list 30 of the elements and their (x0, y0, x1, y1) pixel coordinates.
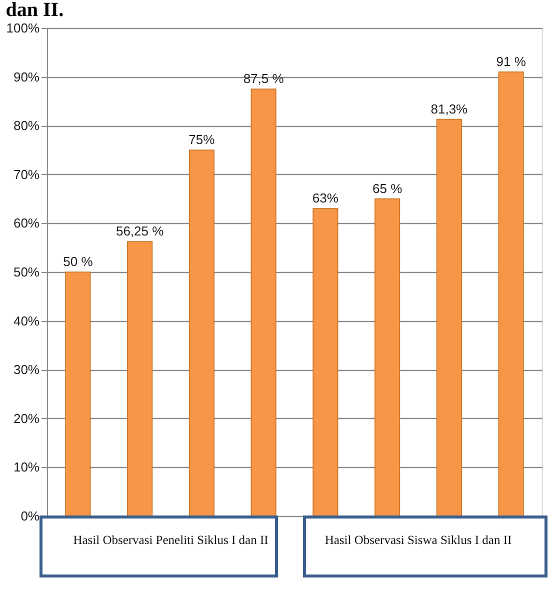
bar (188, 150, 214, 516)
data-label: 56,25 % (116, 224, 164, 238)
y-tick-label: 80% (13, 118, 40, 134)
y-tick-label: 10% (13, 460, 40, 475)
bar (498, 72, 524, 516)
data-label: 81,3% (430, 101, 468, 116)
y-tick-label: 60% (13, 216, 40, 231)
y-tick-label: 20% (13, 410, 40, 426)
y-tick-label: 70% (13, 166, 40, 182)
bar (127, 241, 153, 516)
text: Hasil Observasi Siswa Siklus I dan II (324, 533, 512, 547)
bar (374, 198, 400, 516)
text: Hasil Observasi Peneliti Siklus I dan II (73, 533, 268, 547)
bar (65, 272, 91, 516)
bar (312, 208, 338, 516)
y-tick-label: 100% (6, 20, 40, 36)
y-tick-label: 0% (20, 508, 40, 524)
chart-title: dan II. (6, 0, 64, 21)
y-tick-label: 50% (13, 264, 40, 280)
y-tick-label: 30% (13, 362, 40, 378)
data-label: 63% (312, 190, 339, 206)
bar (250, 88, 276, 516)
y-tick-label: 90% (13, 69, 40, 84)
bar (436, 118, 462, 516)
data-label: 75% (188, 132, 216, 147)
data-label: 87,5 % (243, 71, 284, 86)
data-label: 65 % (372, 180, 403, 196)
data-label: 50 % (63, 254, 94, 269)
data-label: 91 % (496, 54, 526, 69)
y-tick-label: 40% (13, 313, 40, 328)
